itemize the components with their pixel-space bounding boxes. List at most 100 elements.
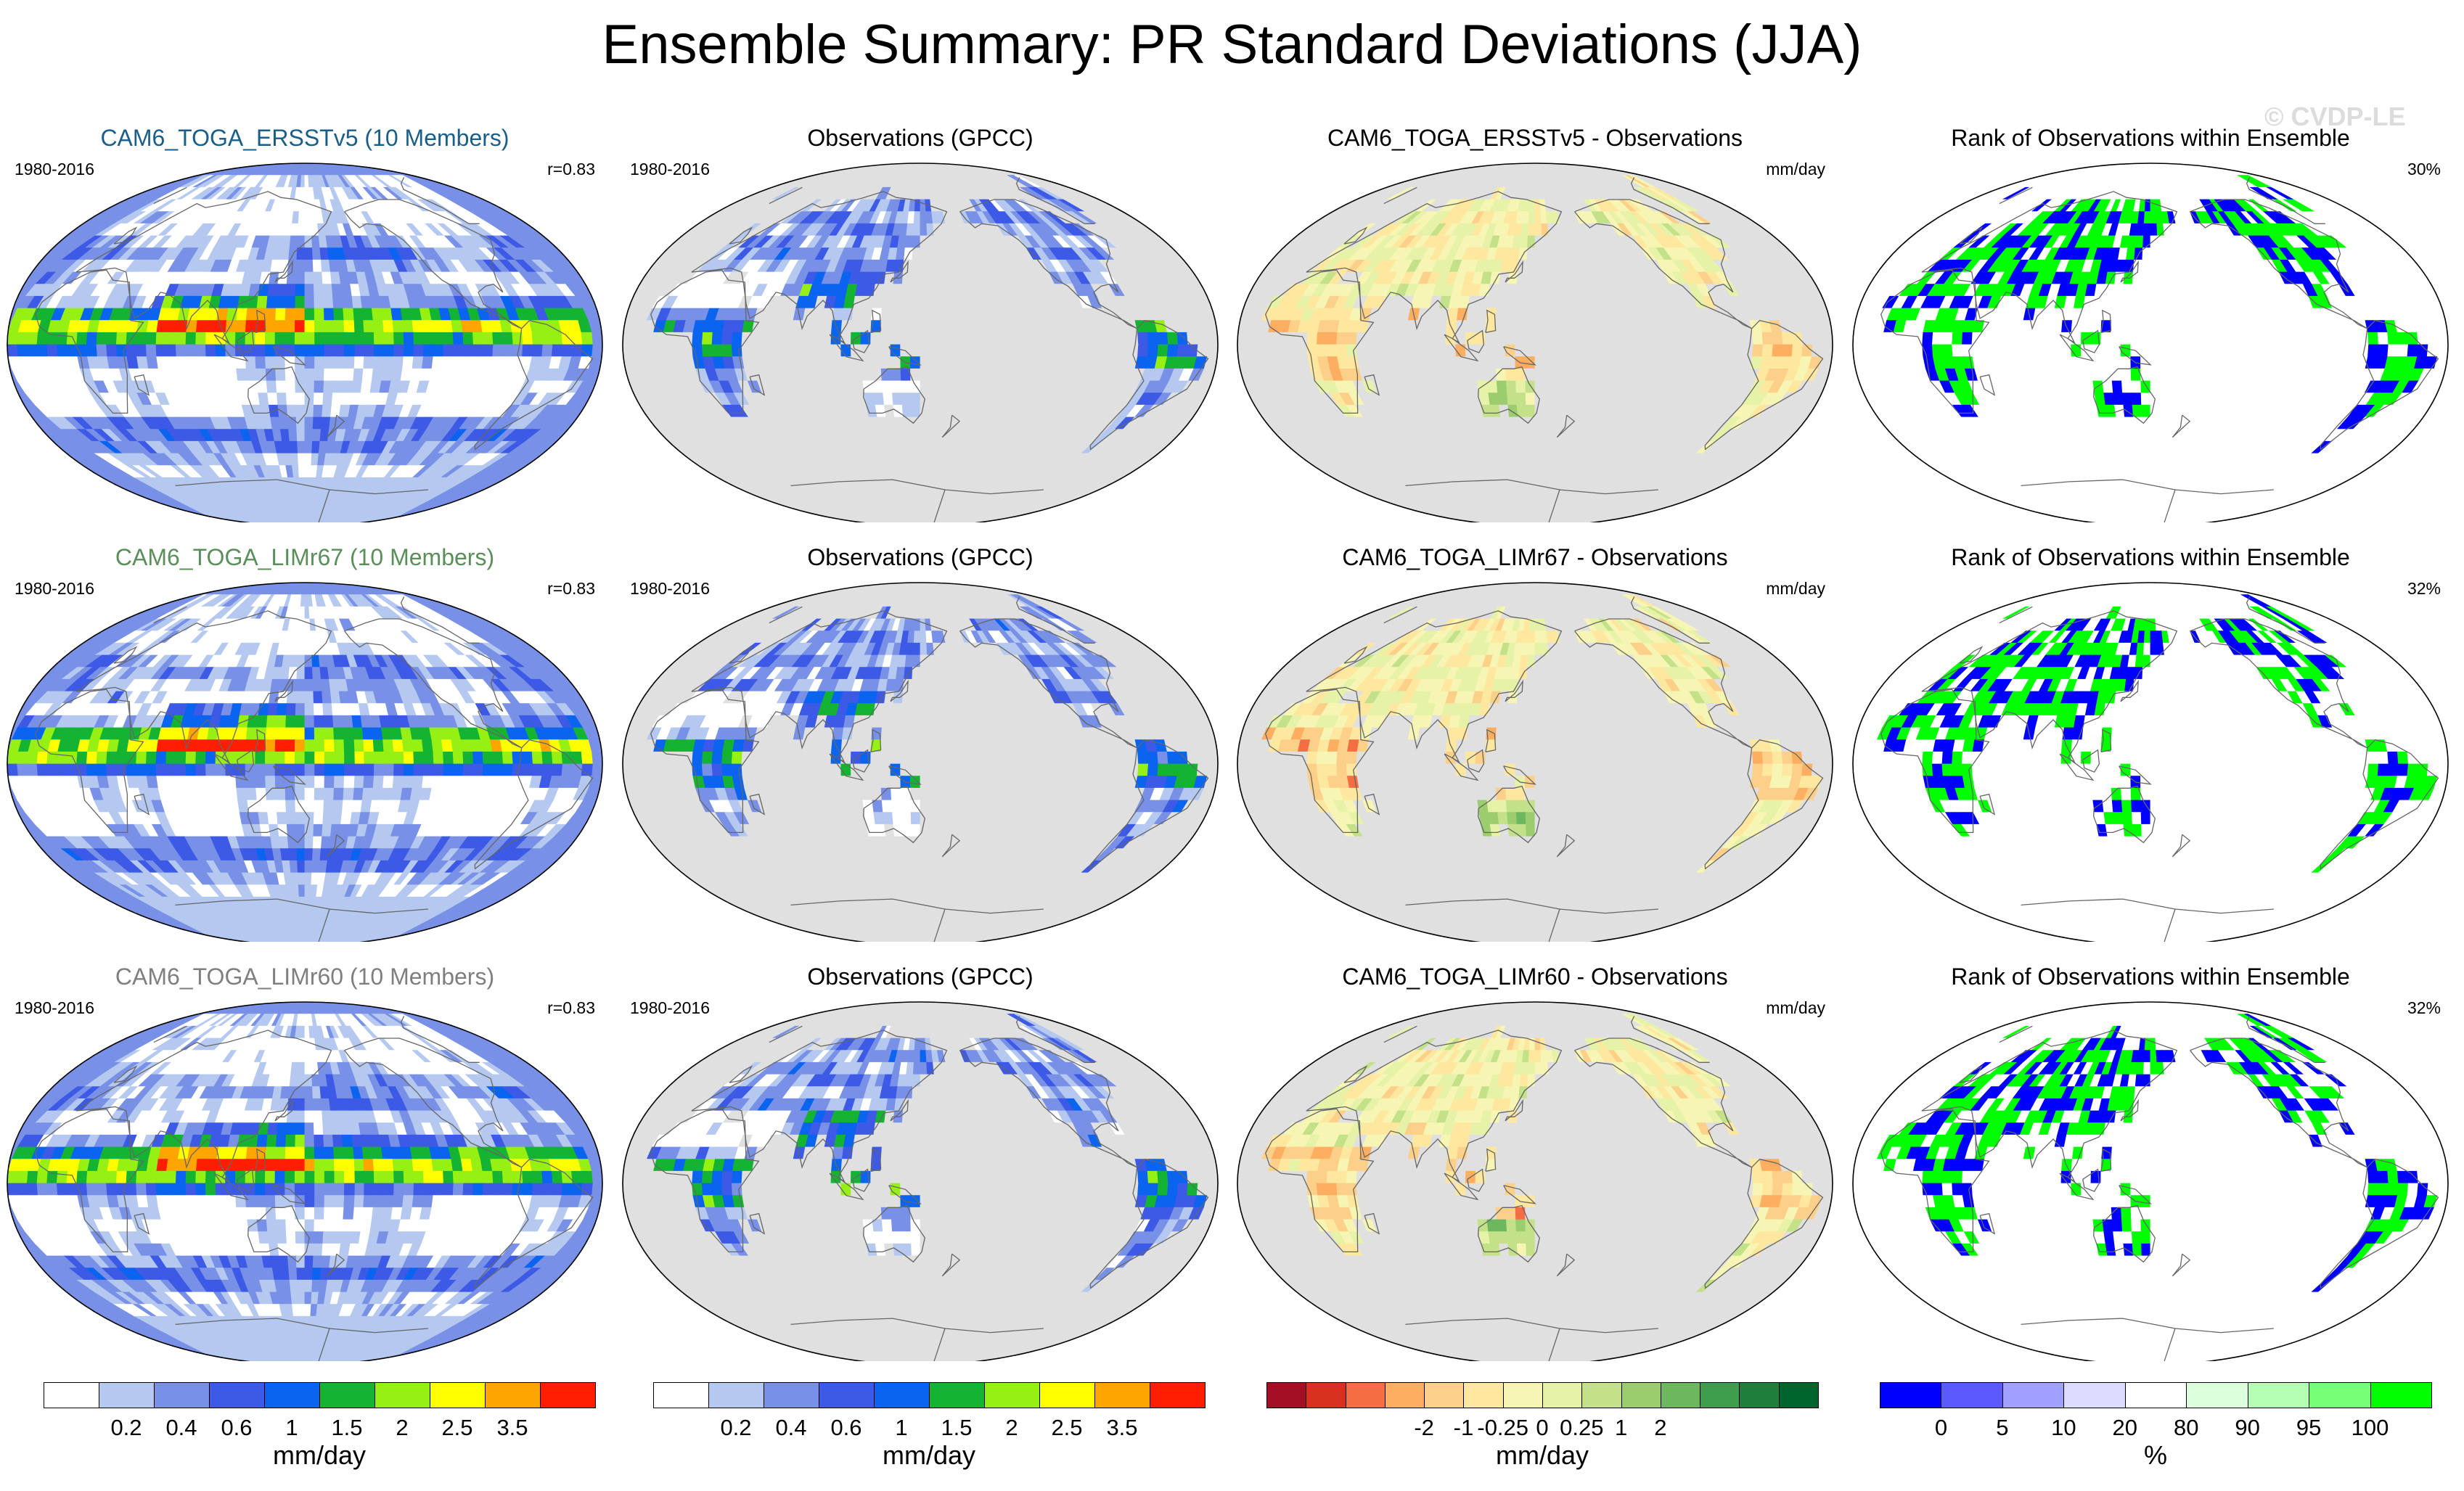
grid-cell — [920, 453, 928, 467]
grid-cell — [1712, 332, 1724, 345]
coastline — [890, 260, 909, 283]
grid-cell — [323, 308, 335, 321]
grid-cell — [1564, 344, 1576, 358]
grid-cell — [1509, 416, 1520, 430]
grid-cell — [1568, 271, 1581, 285]
grid-cell — [280, 247, 290, 260]
grid-cell — [1386, 320, 1399, 333]
grid-cell — [652, 332, 664, 345]
grid-cell — [1468, 380, 1480, 394]
grid-cell — [1425, 356, 1438, 369]
grid-cell — [1497, 393, 1509, 406]
coastline — [959, 199, 1137, 329]
grid-cell — [115, 332, 128, 345]
grid-cell — [1542, 429, 1552, 442]
grid-cell — [1573, 308, 1584, 321]
grid-cell — [1527, 223, 1536, 237]
grid-cell — [1534, 247, 1544, 260]
grid-cell — [561, 344, 573, 358]
grid-cell — [522, 344, 533, 358]
grid-cell — [937, 271, 948, 285]
grid-cell — [811, 332, 822, 345]
grid-cell — [920, 380, 930, 394]
coastline — [749, 374, 766, 396]
grid-cell — [7, 344, 19, 358]
grid-cell — [300, 513, 306, 522]
grid-cell — [890, 320, 901, 333]
grid-cell — [314, 320, 325, 333]
grid-cell — [292, 465, 300, 478]
grid-cell — [1488, 393, 1499, 406]
grid-cell — [1157, 332, 1169, 345]
grid-cell — [861, 308, 873, 321]
grid-cell — [280, 513, 290, 522]
grid-cell — [462, 344, 474, 358]
grid-cell — [165, 356, 179, 369]
grid-cell — [1196, 332, 1208, 345]
grid-cell — [904, 235, 914, 249]
grid-cell — [258, 393, 269, 406]
grid-cell — [295, 393, 306, 406]
grid-cell — [304, 332, 316, 345]
grid-cell — [940, 513, 951, 522]
grid-cell — [899, 513, 909, 522]
grid-cell — [855, 513, 876, 522]
grid-cell — [393, 332, 405, 345]
grid-cell — [226, 368, 239, 382]
grid-cell — [1416, 356, 1428, 369]
grid-cell — [260, 513, 275, 522]
grid-cell — [920, 271, 930, 285]
grid-cell — [443, 344, 454, 358]
grid-cell — [205, 344, 216, 358]
grid-cell — [989, 344, 1000, 358]
grid-cell — [859, 513, 878, 522]
grid-cell — [1781, 332, 1793, 345]
panel-title: Observations (GPCC) — [615, 125, 1225, 152]
grid-cell — [275, 368, 287, 382]
grid-cell — [682, 344, 694, 358]
grid-cell — [623, 332, 634, 345]
grid-cell — [914, 489, 921, 503]
grid-cell — [998, 356, 1010, 369]
grid-cell — [270, 416, 281, 430]
grid-cell — [883, 284, 894, 297]
grid-cell — [900, 308, 912, 321]
coastline — [274, 260, 293, 283]
coastline — [852, 329, 870, 353]
grid-cell — [1425, 344, 1437, 358]
grid-cell — [958, 308, 970, 321]
grid-cell — [966, 295, 978, 309]
grid-cell — [901, 271, 912, 285]
grid-cell — [304, 320, 316, 333]
grid-cell — [701, 332, 713, 345]
grid-cell — [1018, 356, 1030, 369]
grid-cell — [930, 513, 938, 522]
grid-cell — [1722, 344, 1734, 358]
grid-cell — [1622, 320, 1634, 333]
grid-cell — [1534, 284, 1545, 297]
grid-cell — [333, 368, 345, 382]
grid-cell — [312, 259, 323, 273]
grid-cell — [1563, 368, 1575, 382]
grid-cell — [830, 344, 842, 358]
grid-cell — [881, 295, 893, 309]
grid-cell — [1058, 344, 1070, 358]
grid-cell — [955, 513, 972, 522]
grid-cell — [883, 393, 894, 406]
grid-cell — [1534, 308, 1545, 321]
grid-cell — [1505, 308, 1517, 321]
grid-cell — [1594, 332, 1605, 345]
grid-cell — [920, 429, 929, 442]
coastline — [153, 177, 480, 224]
grid-cell — [1544, 356, 1555, 369]
grid-cell — [901, 380, 912, 394]
grid-cell — [682, 332, 694, 345]
grid-cell — [890, 332, 901, 345]
grid-cell — [502, 332, 514, 345]
grid-cell — [1496, 295, 1507, 309]
grid-cell — [1425, 332, 1437, 345]
grid-cell — [896, 247, 906, 260]
grid-cell — [904, 440, 914, 454]
grid-cell — [176, 356, 188, 369]
grid-cell — [929, 308, 941, 321]
